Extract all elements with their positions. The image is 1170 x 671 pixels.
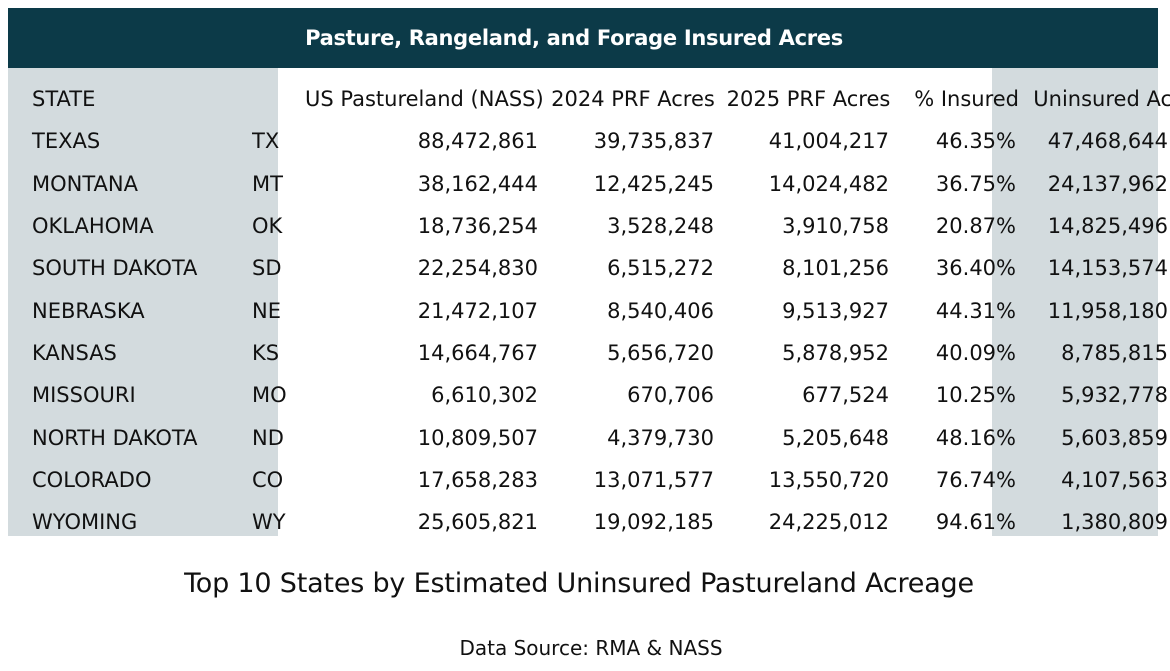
cell-pct-insured: 10.25%	[935, 383, 1016, 408]
cell-prf-2024: 39,735,837	[593, 129, 714, 154]
cell-pct-insured: 20.87%	[935, 214, 1016, 239]
cell-prf-2025: 41,004,217	[768, 129, 889, 154]
header-pastureland: US Pastureland (NASS)	[305, 87, 544, 112]
table-title-bar: Pasture, Rangeland, and Forage Insured A…	[8, 8, 1158, 68]
header-prf-2024: 2024 PRF Acres	[551, 87, 715, 112]
cell-uninsured: 5,932,778	[1061, 383, 1168, 408]
cell-state: KANSAS	[32, 340, 117, 365]
table-row: WYOMING WY 25,605,821 19,092,185 24,225,…	[8, 501, 1170, 543]
cell-state: SOUTH DAKOTA	[32, 256, 198, 281]
cell-prf-2025: 3,910,758	[782, 214, 889, 239]
cell-prf-2024: 5,656,720	[607, 340, 714, 365]
cell-pastureland: 38,162,444	[417, 171, 538, 196]
cell-prf-2025: 14,024,482	[768, 171, 889, 196]
cell-prf-2024: 670,706	[627, 383, 714, 408]
cell-prf-2024: 19,092,185	[593, 510, 714, 535]
header-uninsured: Uninsured Ac.	[1033, 87, 1170, 112]
cell-abbr: KS	[252, 340, 280, 365]
cell-uninsured: 47,468,644	[1047, 129, 1168, 154]
cell-state: NEBRASKA	[32, 298, 145, 323]
cell-prf-2024: 13,071,577	[593, 467, 714, 492]
cell-uninsured: 8,785,815	[1061, 340, 1168, 365]
table-row: TEXAS TX 88,472,861 39,735,837 41,004,21…	[8, 120, 1170, 162]
table-row: MISSOURI MO 6,610,302 670,706 677,524 10…	[8, 374, 1170, 416]
insured-acres-table: STATE US Pastureland (NASS) 2024 PRF Acr…	[8, 78, 1170, 543]
cell-prf-2024: 3,528,248	[607, 214, 714, 239]
cell-pct-insured: 36.75%	[935, 171, 1016, 196]
figure-caption: Top 10 States by Estimated Uninsured Pas…	[184, 568, 974, 599]
state-columns-shading	[8, 68, 278, 536]
header-state: STATE	[32, 87, 96, 112]
cell-abbr: OK	[252, 214, 283, 239]
data-source-note: Data Source: RMA & NASS	[459, 636, 723, 660]
cell-pct-insured: 48.16%	[935, 425, 1016, 450]
cell-prf-2025: 24,225,012	[768, 510, 889, 535]
header-abbr	[252, 78, 302, 120]
cell-pastureland: 21,472,107	[417, 298, 538, 323]
cell-abbr: TX	[252, 129, 280, 154]
cell-pct-insured: 94.61%	[935, 510, 1016, 535]
cell-prf-2025: 677,524	[802, 383, 889, 408]
cell-state: OKLAHOMA	[32, 214, 154, 239]
cell-state: COLORADO	[32, 467, 152, 492]
cell-pct-insured: 40.09%	[935, 340, 1016, 365]
table-header-row: STATE US Pastureland (NASS) 2024 PRF Acr…	[8, 78, 1170, 120]
cell-abbr: WY	[252, 510, 286, 535]
cell-prf-2024: 12,425,245	[593, 171, 714, 196]
cell-state: NORTH DAKOTA	[32, 425, 198, 450]
table-row: SOUTH DAKOTA SD 22,254,830 6,515,272 8,1…	[8, 247, 1170, 289]
cell-abbr: SD	[252, 256, 282, 281]
cell-prf-2025: 13,550,720	[768, 467, 889, 492]
cell-uninsured: 24,137,962	[1047, 171, 1168, 196]
cell-pastureland: 17,658,283	[417, 467, 538, 492]
cell-pct-insured: 76.74%	[935, 467, 1016, 492]
cell-state: MONTANA	[32, 171, 138, 196]
cell-pastureland: 10,809,507	[417, 425, 538, 450]
cell-uninsured: 14,825,496	[1047, 214, 1168, 239]
cell-pastureland: 18,736,254	[417, 214, 538, 239]
uninsured-column-shading	[992, 68, 1158, 536]
cell-prf-2025: 5,205,648	[782, 425, 889, 450]
cell-pct-insured: 44.31%	[935, 298, 1016, 323]
cell-prf-2024: 4,379,730	[607, 425, 714, 450]
header-prf-2025: 2025 PRF Acres	[726, 87, 891, 112]
cell-abbr: ND	[252, 425, 284, 450]
cell-pct-insured: 46.35%	[935, 129, 1016, 154]
cell-pastureland: 22,254,830	[417, 256, 538, 281]
cell-uninsured: 14,153,574	[1047, 256, 1168, 281]
cell-pastureland: 25,605,821	[417, 510, 538, 535]
table-row: KANSAS KS 14,664,767 5,656,720 5,878,952…	[8, 332, 1170, 374]
cell-abbr: CO	[252, 467, 284, 492]
cell-pct-insured: 36.40%	[935, 256, 1016, 281]
cell-state: TEXAS	[32, 129, 101, 154]
table-row: NORTH DAKOTA ND 10,809,507 4,379,730 5,2…	[8, 416, 1170, 458]
table-row: NEBRASKA NE 21,472,107 8,540,406 9,513,9…	[8, 289, 1170, 331]
cell-prf-2024: 6,515,272	[607, 256, 714, 281]
cell-uninsured: 5,603,859	[1061, 425, 1168, 450]
cell-pastureland: 88,472,861	[417, 129, 538, 154]
header-pct-insured: % Insured	[914, 87, 1019, 112]
cell-state: MISSOURI	[32, 383, 136, 408]
table-row: MONTANA MT 38,162,444 12,425,245 14,024,…	[8, 163, 1170, 205]
table-row: COLORADO CO 17,658,283 13,071,577 13,550…	[8, 459, 1170, 501]
cell-pastureland: 6,610,302	[431, 383, 538, 408]
cell-abbr: NE	[252, 298, 281, 323]
table-title: Pasture, Rangeland, and Forage Insured A…	[305, 26, 843, 50]
cell-uninsured: 1,380,809	[1061, 510, 1168, 535]
table-row: OKLAHOMA OK 18,736,254 3,528,248 3,910,7…	[8, 205, 1170, 247]
cell-prf-2025: 9,513,927	[782, 298, 889, 323]
cell-prf-2024: 8,540,406	[607, 298, 714, 323]
cell-state: WYOMING	[32, 510, 138, 535]
cell-abbr: MT	[252, 171, 283, 196]
cell-uninsured: 4,107,563	[1061, 467, 1168, 492]
cell-abbr: MO	[252, 383, 287, 408]
cell-uninsured: 11,958,180	[1047, 298, 1168, 323]
cell-prf-2025: 5,878,952	[782, 340, 889, 365]
cell-prf-2025: 8,101,256	[782, 256, 889, 281]
cell-pastureland: 14,664,767	[417, 340, 538, 365]
